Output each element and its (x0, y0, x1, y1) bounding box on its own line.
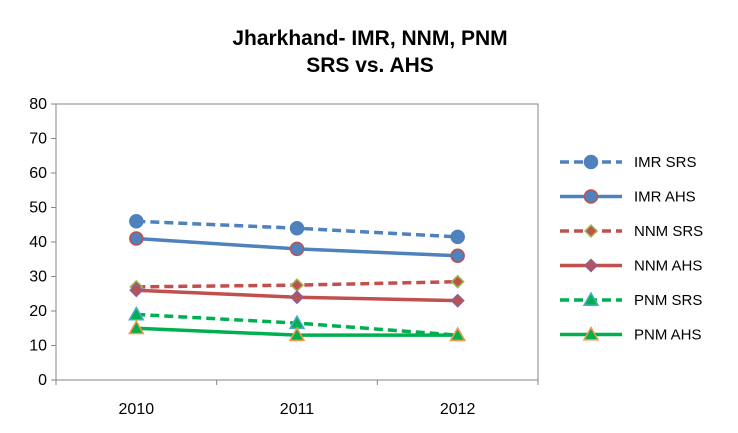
data-point-marker (128, 319, 145, 335)
data-point-marker (128, 305, 145, 321)
data-point-marker (129, 283, 144, 298)
data-point-marker (583, 154, 599, 170)
y-tick-label: 20 (29, 303, 47, 320)
data-point-marker (288, 326, 306, 342)
data-point-marker (129, 231, 144, 246)
legend-label: IMR AHS (634, 189, 696, 206)
x-tick-label: 2010 (119, 401, 155, 418)
y-tick-label: 70 (29, 131, 47, 148)
legend-label: NNM SRS (634, 223, 703, 240)
data-point-marker (450, 229, 465, 245)
data-point-marker (450, 274, 465, 289)
data-point-marker (583, 189, 599, 204)
chart-title-line-2: SRS vs. AHS (306, 54, 434, 77)
y-tick-label: 10 (29, 338, 47, 355)
chart-title-line-1: Jharkhand- IMR, NNM, PNM (232, 27, 507, 50)
data-point-marker (129, 214, 144, 229)
data-point-marker (582, 291, 600, 306)
y-tick-label: 40 (29, 234, 47, 251)
y-tick-label: 80 (29, 96, 47, 113)
y-tick-label: 0 (38, 372, 47, 389)
legend: IMR SRS IMR AHS NNM SRS NNM AHS PNM SRS PNM A… (560, 154, 703, 344)
data-point-marker (449, 326, 466, 342)
x-tick-label: 2012 (440, 401, 476, 418)
y-tick-label: 60 (29, 165, 47, 182)
data-point-marker (583, 223, 599, 239)
data-point-marker (583, 258, 599, 273)
legend-label: PNM SRS (634, 292, 702, 309)
data-point-marker (450, 293, 465, 308)
data-point-marker (582, 325, 600, 341)
data-point-marker (289, 241, 305, 257)
y-tick-label: 50 (29, 200, 47, 217)
y-tick-label: 30 (29, 269, 47, 286)
x-tick-label: 2011 (280, 401, 315, 418)
plot-area: 0 10 20 30 40 50 60 70 80 2010 2011 2012 (29, 96, 539, 418)
legend-label: IMR SRS (634, 154, 697, 171)
data-point-marker (450, 248, 465, 264)
data-point-marker (289, 220, 305, 236)
data-point-marker (289, 290, 305, 305)
legend-label: PNM AHS (634, 327, 702, 344)
legend-label: NNM AHS (634, 258, 702, 275)
